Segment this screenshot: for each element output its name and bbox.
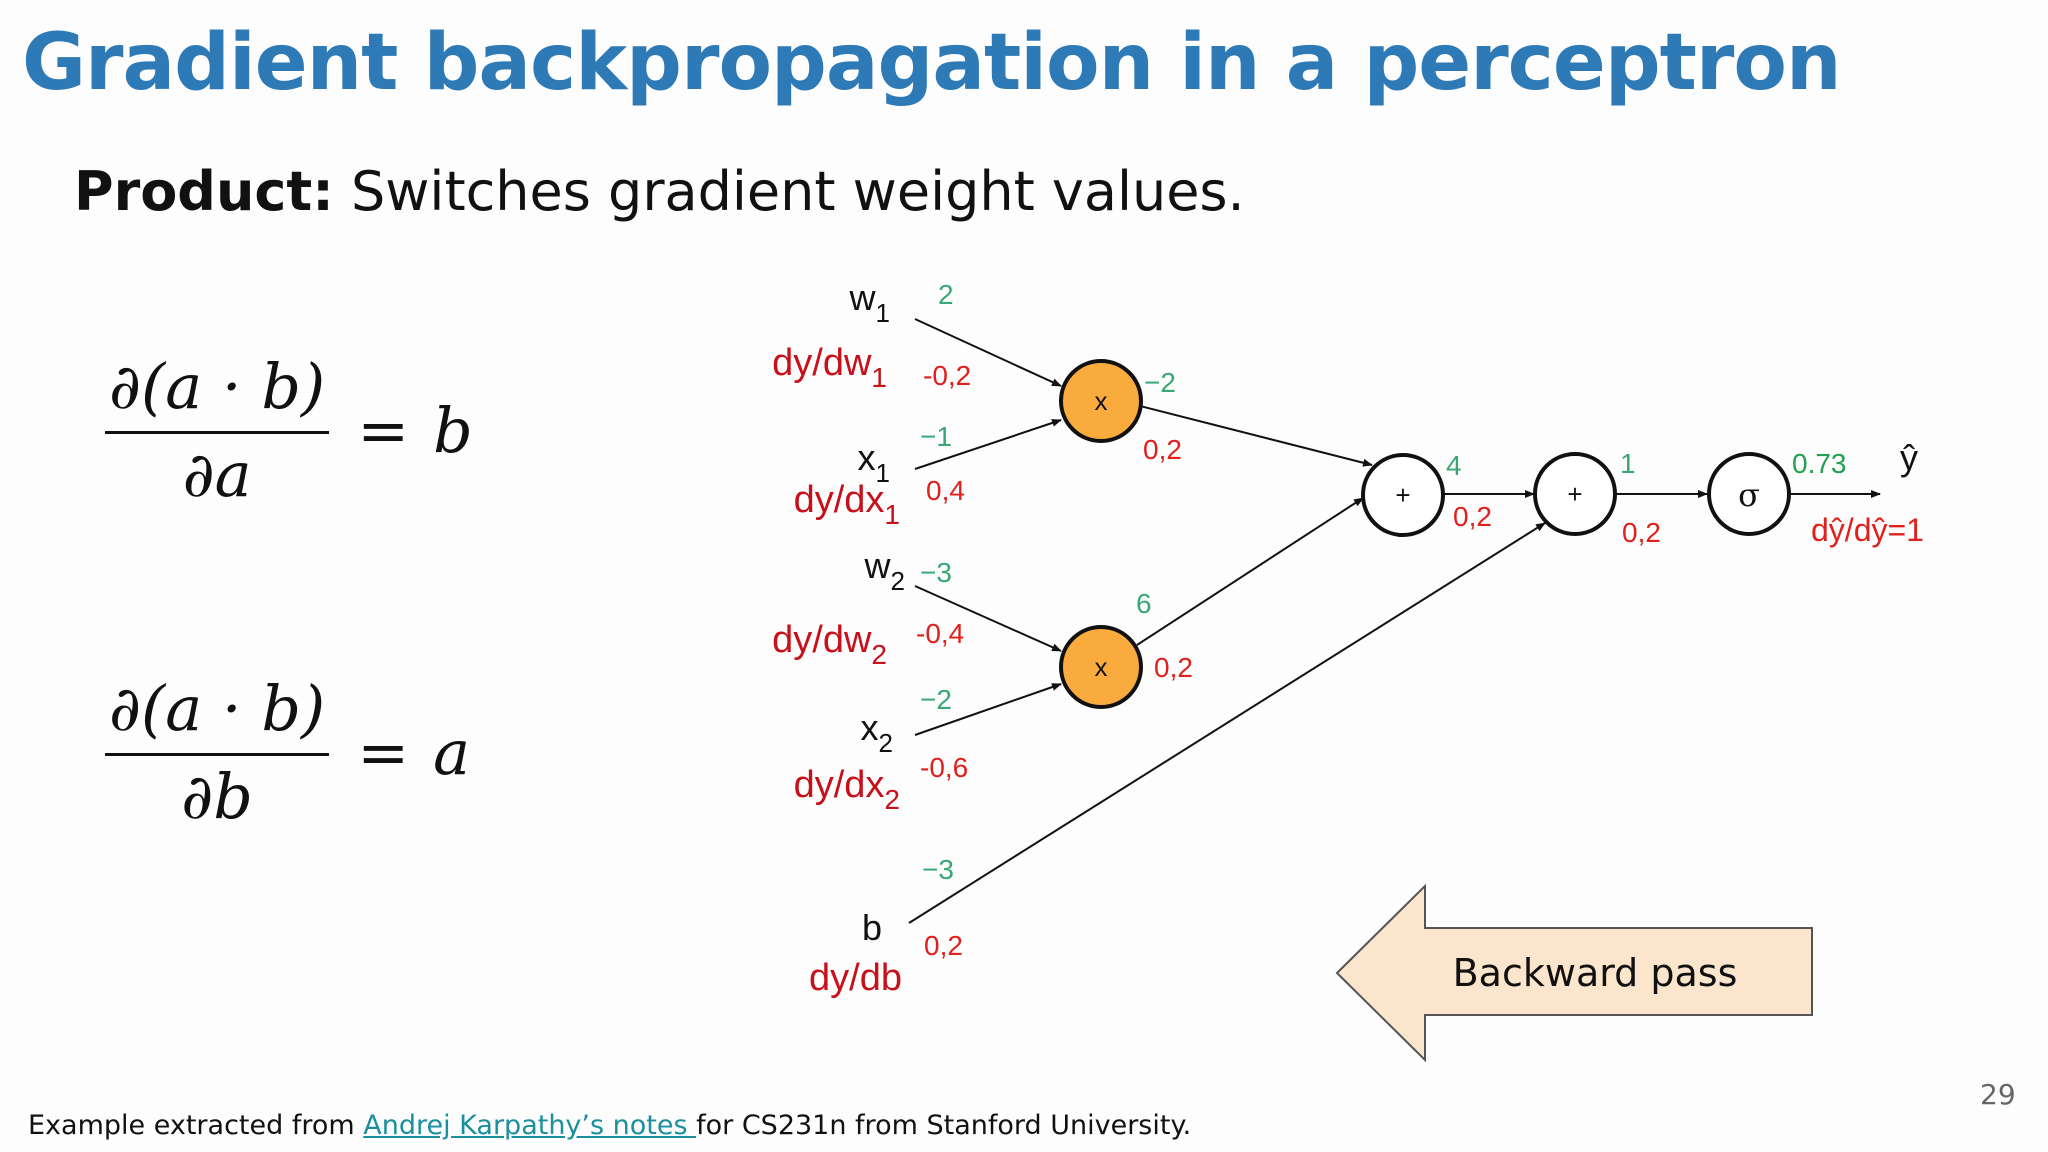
input-w1-label: w1 — [849, 277, 890, 328]
input-x1-label: x1 — [858, 437, 890, 488]
output-label: ŷ — [1900, 437, 1918, 478]
value-w1: 2 — [938, 279, 954, 310]
result: a — [433, 716, 471, 789]
fraction: ∂(a · b) ∂b — [105, 672, 330, 833]
slide-title: Gradient backpropagation in a perceptron — [22, 18, 1842, 108]
sigmoid-node — [1707, 452, 1791, 536]
edge-w1 — [914, 318, 1062, 387]
edge-b — [908, 522, 1546, 924]
mult-node-2-label: x — [1095, 652, 1108, 682]
add-node-1-label: + — [1395, 480, 1410, 510]
grad-value-mult2-out: 0,2 — [1154, 652, 1193, 683]
numerator: ∂(a · b) — [109, 350, 326, 423]
value-sigmoid-out: 0.73 — [1792, 448, 1847, 479]
sigmoid-node-label: σ — [1738, 476, 1760, 514]
value-mult1-out: −2 — [1144, 367, 1176, 398]
add-node-2 — [1533, 452, 1617, 536]
formula-derivative-a: ∂(a · b) ∂a = b — [105, 350, 473, 511]
grad-w1-label: dy/dw1 — [772, 342, 887, 393]
value-add2-out: 1 — [1620, 448, 1636, 479]
value-x2: −2 — [920, 684, 952, 715]
grad-value-add2-out: 0,2 — [1622, 517, 1661, 548]
grad-value-b: 0,2 — [924, 930, 963, 961]
input-w2-label: w2 — [864, 545, 905, 596]
denominator: ∂a — [105, 431, 330, 511]
grad-value-add1-out: 0,2 — [1453, 501, 1492, 532]
backward-pass-arrow — [1335, 883, 1813, 1063]
mult-node-1 — [1059, 359, 1143, 443]
add-node-1 — [1361, 453, 1445, 537]
karpathy-notes-link[interactable]: Andrej Karpathy’s notes — [363, 1110, 697, 1141]
denominator: ∂b — [105, 753, 330, 833]
subtitle-text: Switches gradient weight values. — [333, 160, 1245, 223]
subtitle-bold: Product: — [74, 160, 334, 223]
edge-x2 — [914, 683, 1062, 736]
slide-subtitle: Product: Switches gradient weight values… — [74, 160, 1245, 223]
footer-citation: Example extracted from Andrej Karpathy’s… — [28, 1110, 1191, 1141]
grad-x2-label: dy/dx2 — [794, 764, 900, 815]
formula-derivative-b: ∂(a · b) ∂b = a — [105, 672, 470, 833]
grad-value-mult1-out: 0,2 — [1143, 434, 1182, 465]
value-add1-out: 4 — [1446, 450, 1462, 481]
equals-sign: = — [357, 716, 410, 789]
numerator: ∂(a · b) — [109, 672, 326, 745]
equals-sign: = — [357, 394, 410, 467]
mult-node-2 — [1059, 625, 1143, 709]
input-b-label: b — [862, 907, 882, 948]
edge-mult1-add1 — [1139, 405, 1373, 467]
edge-x1 — [914, 419, 1062, 470]
footer-prefix: Example extracted from — [28, 1110, 364, 1141]
input-x2-label: x2 — [861, 707, 893, 758]
page-number: 29 — [1980, 1078, 2016, 1111]
backward-pass-label: Backward pass — [1453, 951, 1738, 995]
grad-x1-label: dy/dx1 — [794, 479, 900, 530]
value-x1: −1 — [920, 421, 952, 452]
mult-node-1-label: x — [1095, 386, 1108, 416]
grad-value-x2: -0,6 — [920, 752, 968, 783]
value-w2: −3 — [920, 557, 952, 588]
grad-value-sigmoid-out: dŷ/dŷ=1 — [1811, 512, 1924, 548]
grad-value-w2: -0,4 — [916, 618, 964, 649]
grad-b-label: dy/db — [809, 957, 902, 999]
footer-suffix: for CS231n from Stanford University. — [696, 1110, 1192, 1141]
value-mult2-out: 6 — [1136, 588, 1152, 619]
grad-w2-label: dy/dw2 — [772, 619, 887, 670]
grad-value-x1: 0,4 — [926, 475, 965, 506]
result: b — [433, 394, 473, 467]
value-b: −3 — [922, 854, 954, 885]
grad-value-w1: -0,2 — [923, 360, 971, 391]
fraction: ∂(a · b) ∂a — [105, 350, 330, 511]
edge-w2 — [914, 585, 1062, 652]
edge-mult2-add1 — [1136, 497, 1364, 646]
add-node-2-label: + — [1567, 479, 1582, 509]
